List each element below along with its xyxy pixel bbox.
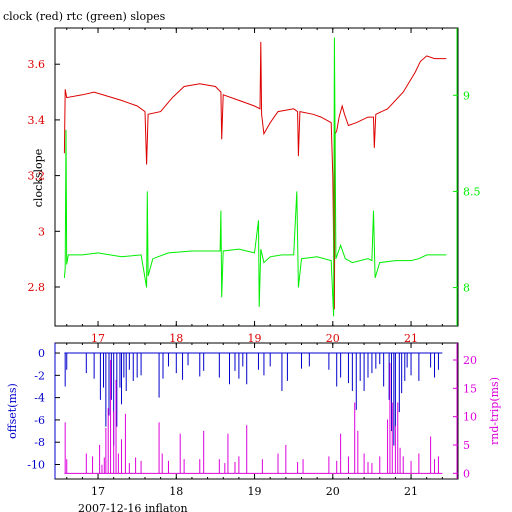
top-x-ticks: 17 18 19 20 21 [66, 28, 459, 345]
right-tick-label: 8 [463, 282, 470, 295]
x-tick-label: 21 [404, 485, 418, 498]
x-tick-label: 18 [169, 485, 183, 498]
bottom-right-ticks: 0 5 10 15 20 [453, 354, 477, 480]
top-right-ticks: 88.59 [453, 89, 481, 295]
bottom-left-ticks: 0 -2 -4 -6 -8 -10 [27, 347, 60, 472]
x-tick-label: 17 [91, 485, 105, 498]
x-tick-label: 20 [326, 485, 340, 498]
bottom-y2label: rnd-trip(ms) [488, 377, 501, 445]
x-tick-label: 17 [91, 332, 105, 345]
left-tick-label: -4 [34, 392, 45, 405]
left-tick-label: -6 [34, 414, 45, 427]
x-tick-label: 20 [326, 332, 340, 345]
top-left-ticks: 2.8 3 3.2 3.4 3.6 [28, 58, 60, 294]
right-tick-label: 9 [463, 89, 470, 102]
x-tick-label: 18 [169, 332, 183, 345]
left-tick-label: -8 [34, 436, 45, 449]
bottom-x-ticks: 17 18 19 20 21 [66, 343, 459, 498]
left-tick-label: 3 [38, 225, 45, 238]
bottom-ylabel: offset(ms) [6, 383, 19, 439]
right-tick-label: 20 [463, 354, 477, 367]
top-plot-frame [54, 27, 459, 327]
bottom-series [64, 352, 443, 474]
right-tick-label: 10 [463, 411, 477, 424]
left-tick-label: 3.6 [28, 58, 46, 71]
bottom-xlabel: 2007-12-16 inflaton [78, 502, 188, 512]
top-ylabel: clockslope [32, 149, 45, 207]
x-tick-label: 21 [404, 332, 418, 345]
rtc-series-line [63, 37, 447, 317]
left-tick-label: -2 [34, 369, 45, 382]
left-tick-label: 0 [38, 347, 45, 360]
left-tick-label: 2.8 [28, 281, 46, 294]
top-chart-title: clock (red) rtc (green) slopes [3, 10, 166, 23]
right-tick-label: 5 [463, 439, 470, 452]
right-tick-label: 8.5 [463, 185, 481, 198]
clock-series-line [63, 41, 447, 310]
left-tick-label: 3.2 [28, 170, 46, 183]
left-tick-label: -10 [27, 459, 45, 472]
left-tick-label: 3.4 [28, 114, 46, 127]
right-tick-label: 0 [463, 467, 470, 480]
right-tick-label: 15 [463, 382, 477, 395]
x-tick-label: 19 [248, 332, 262, 345]
x-tick-label: 19 [248, 485, 262, 498]
top-series [63, 37, 447, 317]
